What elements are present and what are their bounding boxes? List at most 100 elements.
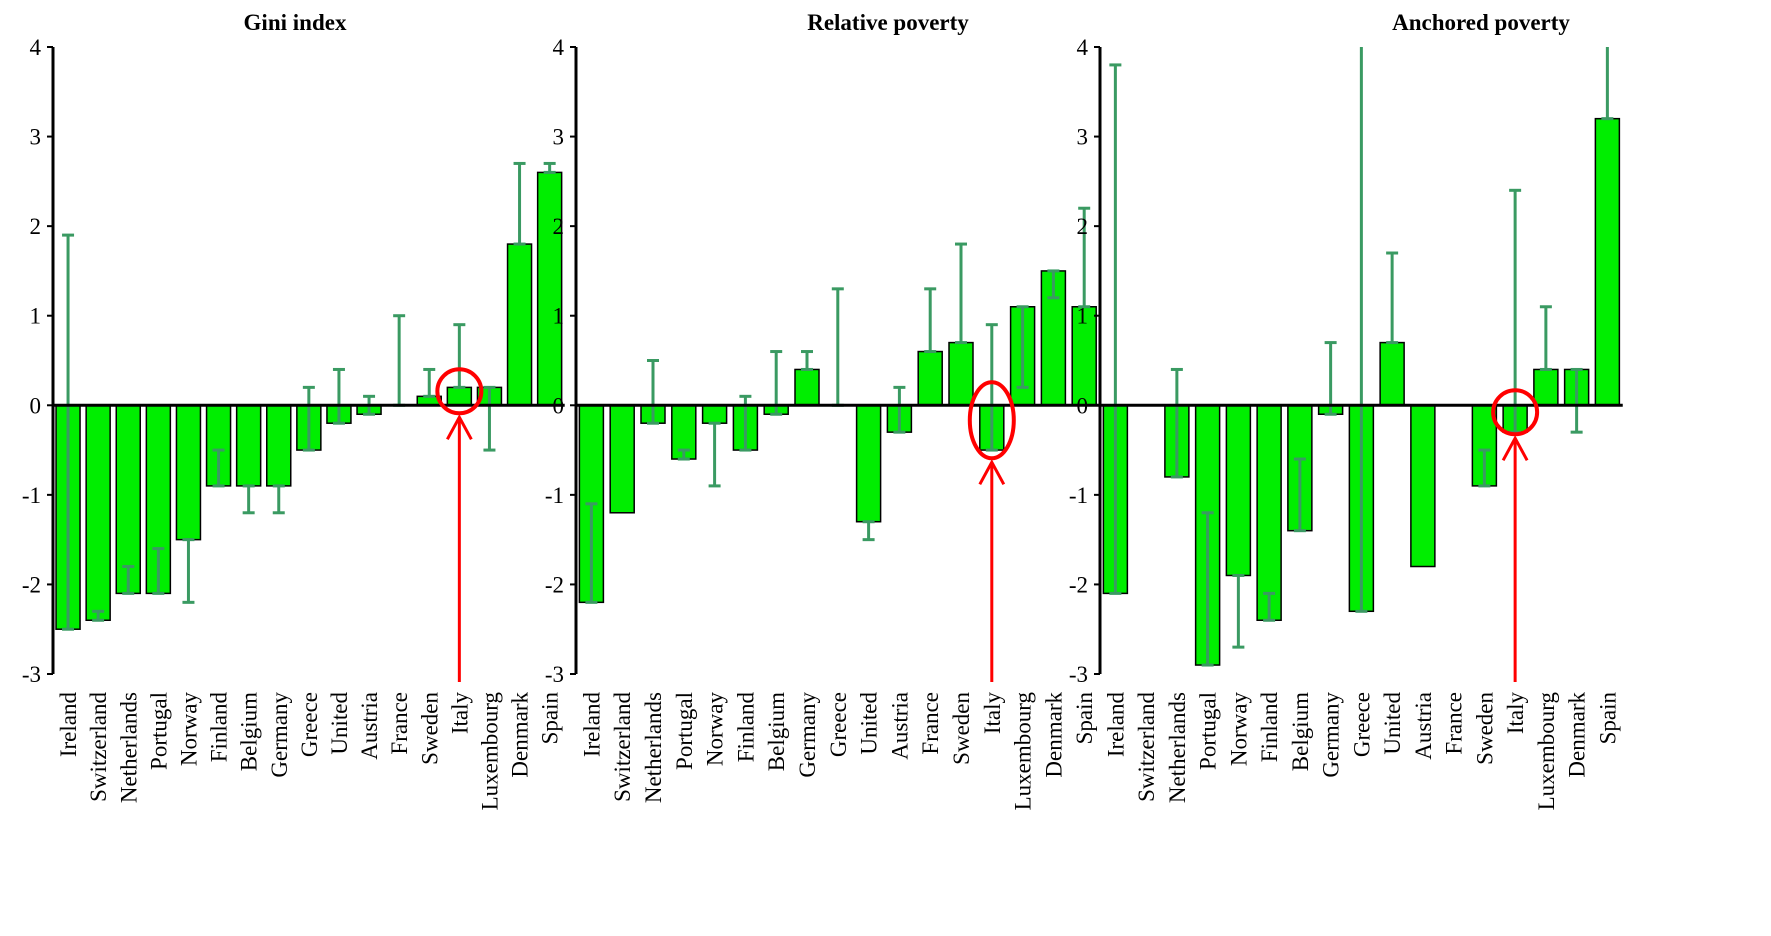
error-bar-norway [182, 538, 195, 604]
bar-sweden [948, 341, 974, 407]
error-bar-denmark [1047, 269, 1060, 300]
bar-belgium [235, 404, 262, 487]
error-bar-denmark [513, 161, 526, 246]
x-tick-label: Finland [207, 692, 232, 763]
error-bar-finland [212, 448, 225, 488]
bar-norway [175, 404, 202, 541]
x-tick-label: Denmark [1041, 692, 1066, 778]
x-tick-label: Austria [357, 692, 382, 760]
highlight-arrowhead [978, 459, 1006, 486]
y-tick-label: -3 [545, 662, 564, 687]
error-bar-switzerland [92, 609, 105, 622]
x-tick-label: Ireland [579, 692, 604, 758]
error-bar-belgium [1293, 457, 1306, 533]
x-tick-label: France [387, 692, 412, 755]
error-bar-germany [272, 484, 285, 515]
highlight-annotation [967, 380, 1016, 682]
error-bar-united [862, 520, 875, 542]
error-bar-denmark [1570, 367, 1583, 434]
x-tick-label: Italy [980, 692, 1005, 735]
error-bar-norway [708, 421, 721, 488]
y-tick-label: 3 [1077, 125, 1089, 150]
x-tick-label: United [1380, 692, 1405, 755]
error-bar-sweden [955, 242, 967, 345]
x-tick-label: Belgium [764, 692, 789, 771]
chart-title: Relative poverty [807, 10, 969, 35]
y-tick-label: 4 [553, 35, 565, 60]
bar-france [917, 350, 943, 407]
x-tick-label: Germany [267, 692, 292, 778]
x-tick-label: Finland [733, 692, 758, 763]
x-tick-label: Luxembourg [1534, 692, 1559, 811]
bar-switzerland [85, 404, 111, 622]
error-bar-luxembourg [1016, 305, 1029, 389]
y-tick-label: 1 [30, 304, 42, 329]
error-bar-united [1386, 251, 1399, 345]
error-bar-spain [1078, 206, 1091, 309]
bar-spain [536, 171, 563, 407]
error-bar-luxembourg [1539, 305, 1552, 371]
error-bar-portugal [677, 448, 690, 461]
panel-relative-poverty: Relative poverty -3 -2 -1 0 1 2 3 4 Ireland Switz… [545, 10, 1100, 810]
y-tick-label: -2 [545, 572, 564, 597]
x-tick-label: Luxembourg [477, 692, 502, 811]
y-tick-label: -1 [22, 483, 41, 508]
error-bar-portugal [152, 547, 165, 595]
error-bar-netherlands [122, 565, 135, 595]
x-tick-label: Greece [1349, 692, 1374, 757]
bar-denmark [506, 243, 533, 407]
y-tick-label: -2 [1069, 572, 1088, 597]
x-tick-label: Portugal [146, 692, 171, 770]
error-bar-greece [1355, 47, 1368, 613]
x-tick-label: Netherlands [1165, 692, 1190, 803]
x-tick-label: Italy [1503, 692, 1528, 735]
bar-finland [1256, 404, 1282, 622]
x-tick-label: Ireland [56, 692, 81, 758]
x-tick-label: Netherlands [116, 692, 141, 803]
x-tick-label: Switzerland [86, 692, 111, 802]
error-bar-netherlands [1170, 367, 1183, 479]
error-bar-spain [543, 161, 556, 174]
bar-norway [701, 404, 728, 424]
y-tick-label: -2 [22, 572, 41, 597]
bar-italy [446, 386, 473, 407]
error-bar-greece [302, 385, 315, 452]
panel-anchored-poverty: Anchored poverty -3 -2 -1 0 1 2 3 4 Ireland Switz… [1069, 10, 1623, 810]
highlight-annotation [1491, 388, 1540, 682]
error-bar-belgium [242, 484, 255, 515]
error-bar-austria [893, 385, 906, 434]
x-tick-label: Greece [297, 692, 322, 757]
chart-title: Gini index [244, 10, 347, 35]
error-bar-france [924, 287, 937, 354]
x-tick-label: Norway [703, 692, 728, 767]
y-tick-label: -1 [1069, 483, 1088, 508]
bar-germany [794, 368, 820, 407]
x-tick-label: Greece [826, 692, 851, 757]
x-tick-label: Austria [887, 692, 912, 760]
error-bar-finland [1263, 591, 1276, 622]
highlight-circle [1491, 388, 1540, 437]
error-bar-norway [1232, 573, 1245, 649]
y-tick-label: 2 [30, 214, 42, 239]
y-tick-label: 4 [30, 35, 42, 60]
error-bar-germany [1324, 341, 1337, 416]
error-bar-ireland [585, 502, 598, 604]
error-bar-france [393, 314, 406, 407]
x-tick-label: Ireland [1103, 692, 1128, 758]
error-bar-united [332, 367, 345, 425]
x-tick-label: Denmark [508, 692, 533, 778]
highlight-circle [435, 367, 484, 416]
error-bar-italy [453, 323, 466, 389]
bar-spain [1594, 117, 1621, 407]
x-tick-label: United [327, 692, 352, 755]
error-bar-sweden [423, 367, 436, 398]
bar-norway [1225, 404, 1252, 577]
x-tick-label: United [857, 692, 882, 755]
error-bar-sweden [1478, 448, 1491, 488]
bar-austria [1410, 404, 1436, 568]
error-bar-luxembourg [483, 385, 496, 452]
x-tick-label: Germany [795, 692, 820, 778]
x-tick-label: Portugal [672, 692, 697, 770]
x-tick-label: Switzerland [610, 692, 635, 802]
